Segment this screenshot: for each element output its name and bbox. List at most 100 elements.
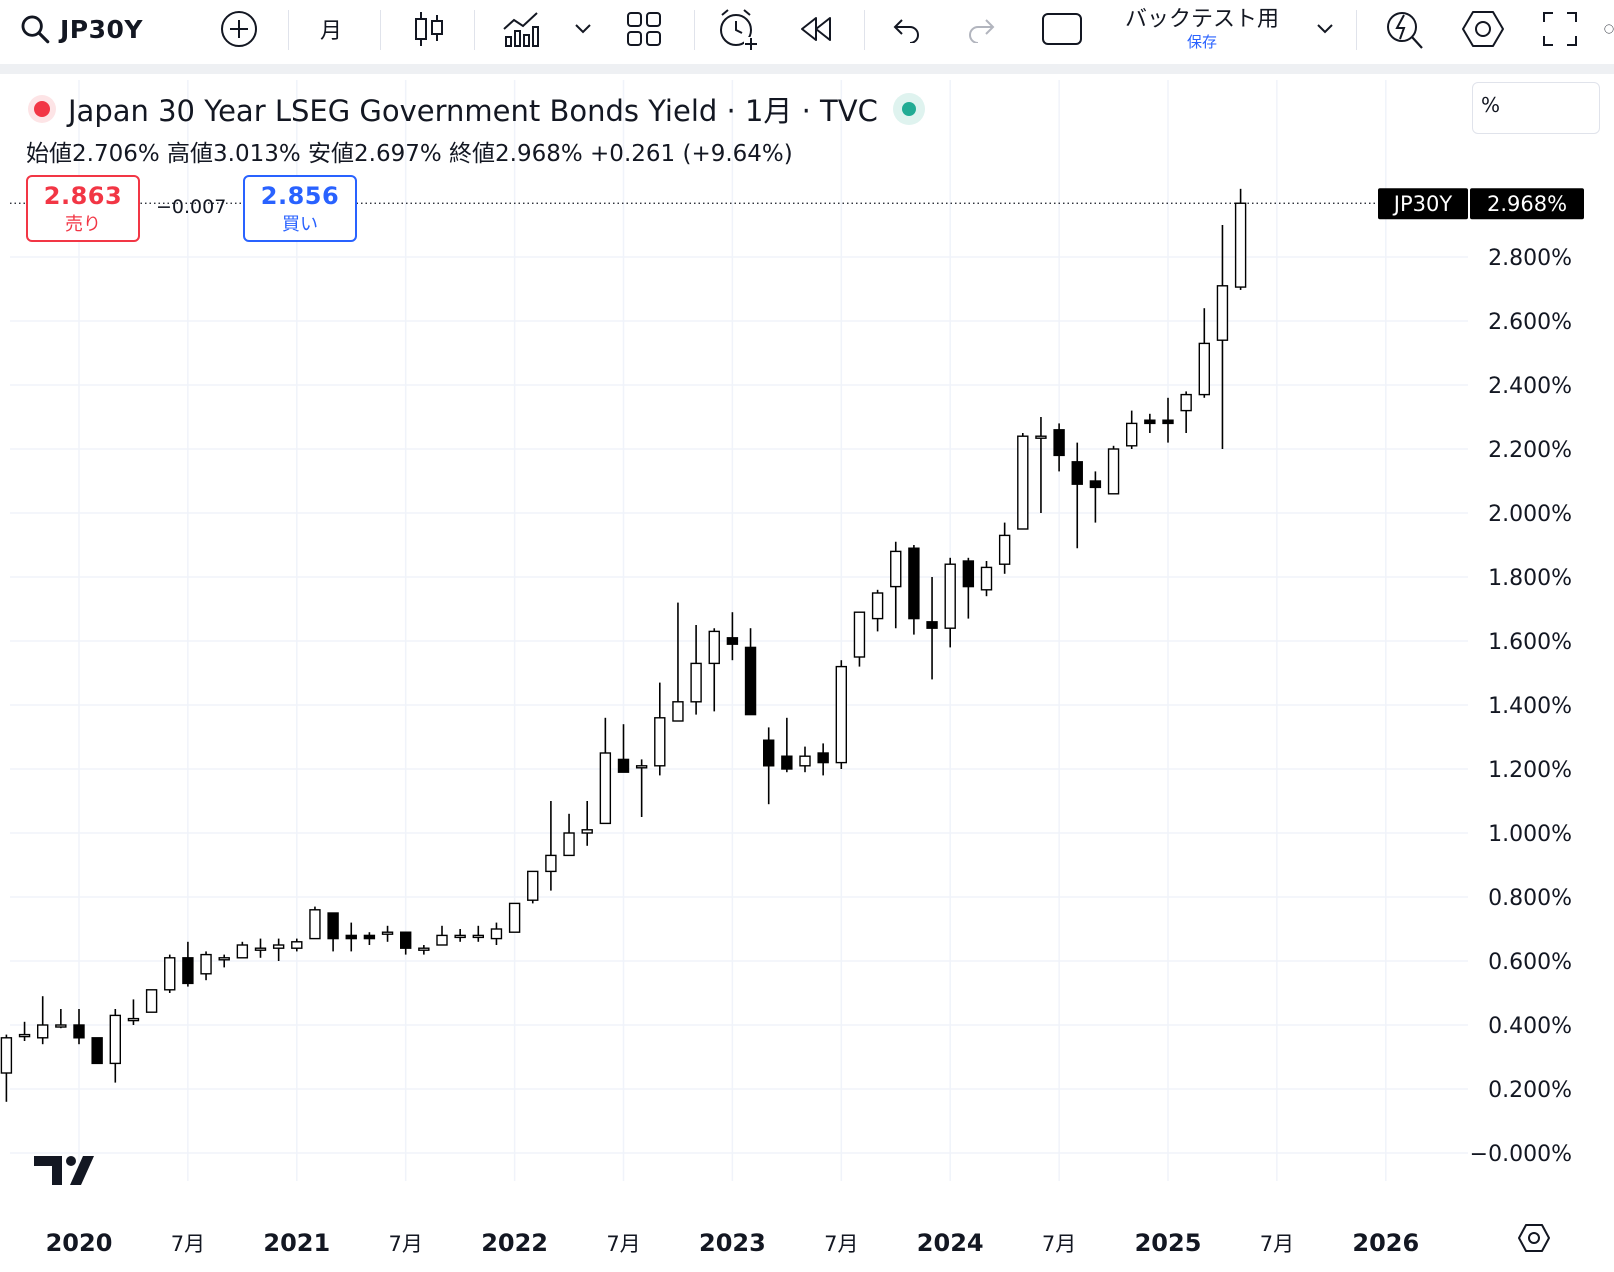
- fullscreen-button[interactable]: [1538, 0, 1582, 58]
- chevron-down-icon: [575, 24, 591, 34]
- candlestick-icon: [415, 12, 443, 46]
- candle-body: [1107, 448, 1120, 495]
- more-button-partial[interactable]: [1604, 0, 1614, 58]
- chart-type-button[interactable]: [404, 0, 454, 58]
- candle: [145, 989, 158, 1013]
- candle: [291, 938, 303, 952]
- compare-symbol-button[interactable]: [214, 0, 264, 58]
- redo-button[interactable]: [962, 0, 1002, 58]
- candle-body: [1234, 202, 1247, 288]
- candle-body: [1144, 419, 1156, 425]
- tradingview-logo[interactable]: [34, 1156, 94, 1185]
- undo-button[interactable]: [886, 0, 926, 58]
- candle-body: [708, 630, 720, 665]
- candle-body: [272, 944, 285, 949]
- axis-settings-icon[interactable]: [1517, 1222, 1551, 1254]
- lightning-search-icon: [1387, 12, 1423, 49]
- candle: [1053, 423, 1065, 472]
- candle: [1198, 308, 1211, 398]
- candle: [1035, 417, 1047, 513]
- candle-body: [37, 1024, 49, 1039]
- candle-body: [182, 957, 194, 985]
- candle: [581, 801, 593, 846]
- candle: [200, 951, 212, 981]
- y-tick-label: 1.600%: [1488, 630, 1572, 655]
- candle-body: [1035, 435, 1047, 439]
- alert-button[interactable]: [714, 0, 762, 58]
- replay-button[interactable]: [792, 0, 840, 58]
- indicators-dropdown[interactable]: [568, 0, 598, 58]
- candle: [962, 557, 975, 619]
- candle-body: [55, 1024, 67, 1028]
- symbol-search[interactable]: JP30Y: [18, 0, 168, 58]
- rewind-icon: [801, 17, 831, 41]
- alarm-clock-plus-icon: [720, 9, 758, 51]
- y-tick-label: 1.200%: [1488, 758, 1572, 783]
- candle-body: [654, 717, 666, 767]
- indicators-button[interactable]: [498, 0, 544, 58]
- candle-body: [508, 902, 521, 933]
- layout-toggle-button[interactable]: [1040, 0, 1084, 58]
- grid: [10, 80, 1468, 1181]
- candle-body: [18, 1033, 31, 1038]
- candle: [418, 945, 430, 955]
- candle: [1144, 413, 1156, 433]
- candle: [182, 941, 194, 987]
- candle-body: [672, 701, 684, 722]
- candle: [980, 561, 993, 597]
- candle: [635, 759, 648, 817]
- candle: [218, 954, 230, 968]
- tv-logo-icon: [34, 1156, 94, 1185]
- candle-body: [853, 611, 866, 658]
- candle-body: [200, 953, 212, 975]
- backtest-layout-name[interactable]: バックテスト用 保存: [1102, 0, 1302, 58]
- x-tick-label: 2025: [1135, 1229, 1202, 1257]
- chart-pane[interactable]: [10, 74, 1614, 1272]
- candle: [254, 938, 267, 958]
- scale-mode-button[interactable]: %: [1472, 82, 1600, 134]
- candle-body: [236, 944, 249, 959]
- candle: [1089, 471, 1102, 523]
- candle-body: [962, 560, 975, 588]
- buy-button[interactable]: 2.856 買い: [243, 175, 357, 242]
- symbol-legend[interactable]: Japan 30 Year LSEG Government Bonds Yiel…: [26, 88, 916, 130]
- settings-button[interactable]: [1460, 0, 1506, 58]
- y-tick-label: 0.600%: [1488, 950, 1572, 975]
- save-status: 保存: [1186, 33, 1217, 51]
- toolbar-divider: [474, 10, 475, 50]
- redo-icon: [969, 19, 995, 43]
- candle: [472, 925, 484, 942]
- candle: [436, 925, 448, 946]
- quick-search-button[interactable]: [1382, 0, 1428, 58]
- candle: [345, 922, 357, 952]
- y-tick-label: 0.200%: [1488, 1078, 1572, 1103]
- candle-body: [690, 662, 702, 703]
- candle-body: [254, 947, 267, 951]
- candle-body: [781, 755, 793, 770]
- price-axis[interactable]: 2.800% 2.600% 2.400% 2.200% 2.000% 1.800% 1.60…: [1470, 246, 1572, 1167]
- last-price-tag-bg: [1470, 188, 1584, 220]
- candle-body: [418, 947, 430, 951]
- candle-body: [381, 931, 394, 935]
- sell-button[interactable]: 2.863 売り: [26, 175, 140, 242]
- candle: [744, 628, 757, 716]
- layout-button[interactable]: [624, 0, 664, 58]
- candle: [998, 522, 1011, 574]
- candle: [109, 1009, 122, 1083]
- candle-body: [563, 832, 575, 857]
- interval-button[interactable]: 月: [306, 0, 356, 58]
- layout-dropdown[interactable]: [1310, 0, 1340, 58]
- y-tick-label: 1.000%: [1488, 822, 1572, 847]
- candle-body: [490, 928, 503, 940]
- sell-label: 売り: [65, 214, 101, 235]
- candle: [1216, 225, 1229, 449]
- candle: [0, 1034, 13, 1102]
- plus-circle-icon: [221, 11, 257, 47]
- candle: [799, 746, 811, 773]
- time-axis[interactable]: 2020 7月 2021 7月 2022 7月 2023 7月 2024 7月 2025 7月 2026: [46, 1229, 1420, 1257]
- candle-body: [581, 829, 593, 834]
- search-icon: [21, 15, 50, 44]
- candle-body: [164, 957, 176, 991]
- candle-body: [127, 1017, 140, 1022]
